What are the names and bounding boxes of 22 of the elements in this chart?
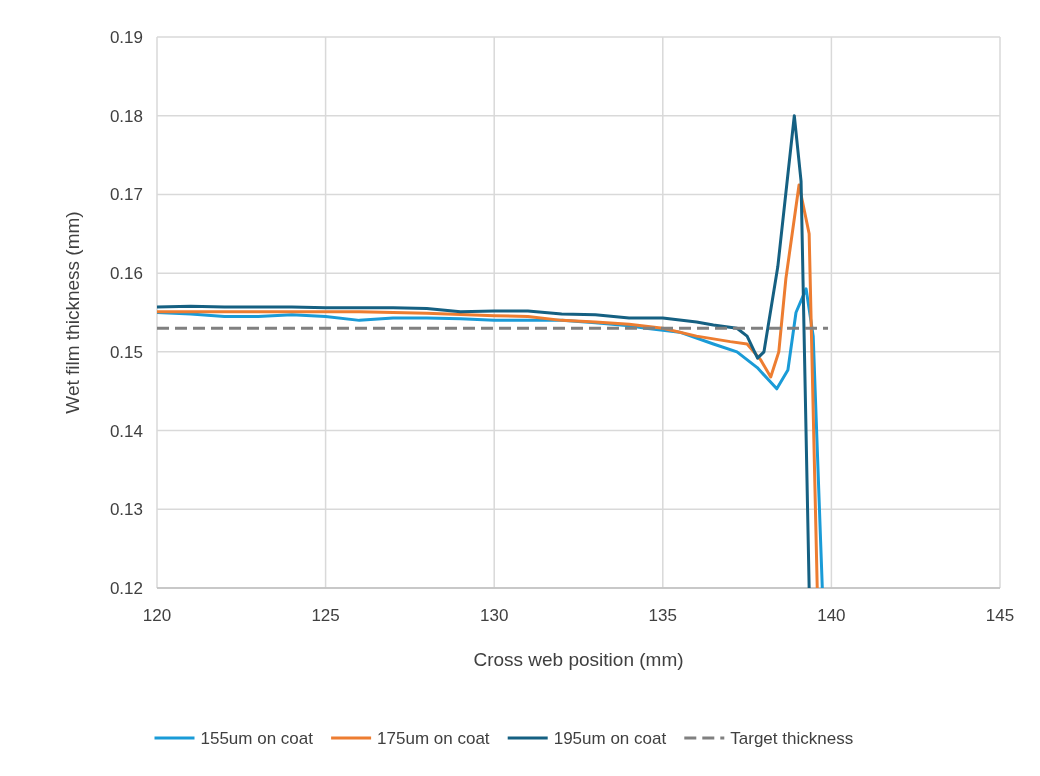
- x-tick-label: 135: [648, 606, 677, 625]
- legend-label: 195um on coat: [553, 728, 667, 748]
- legend-label: Target thickness: [730, 728, 854, 748]
- x-tick-label: 130: [480, 606, 509, 625]
- legend-label: 175um on coat: [377, 728, 490, 748]
- legend-label: 155um on coat: [200, 728, 314, 748]
- y-tick-label: 0.12: [109, 578, 143, 598]
- line-series: [157, 183, 819, 588]
- y-tick-label: 0.13: [109, 500, 143, 520]
- x-tick-label: 145: [985, 606, 1015, 625]
- y-tick-label: 0.19: [109, 27, 143, 47]
- x-tick-label: 125: [311, 606, 340, 625]
- y-tick-label: 0.15: [109, 342, 143, 362]
- y-tick-label: 0.18: [109, 106, 143, 126]
- y-tick-label: 0.14: [109, 421, 143, 441]
- y-tick-label: 0.17: [109, 185, 143, 205]
- x-tick-label: 140: [817, 606, 846, 625]
- line-series: [157, 114, 811, 588]
- x-axis-title: Cross web position (mm): [473, 649, 684, 670]
- y-tick-label: 0.16: [109, 264, 143, 284]
- x-tick-label: 120: [142, 606, 172, 625]
- y-axis-title: Wet film thickness (mm): [62, 211, 83, 414]
